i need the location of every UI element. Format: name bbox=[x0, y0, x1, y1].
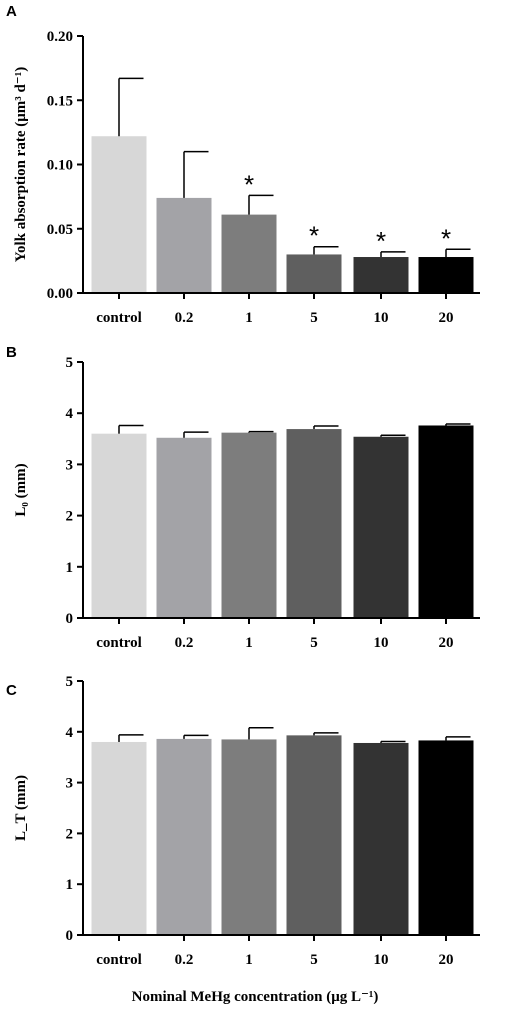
panel-b-y-axis-title: L₀ (mm) bbox=[13, 463, 29, 516]
panel-b-y-tick-label: 0 bbox=[66, 611, 74, 627]
panel-a-bar bbox=[156, 197, 212, 293]
panel-c-chart: C L_T (mm) 0 1 2 3 4 5 control 0.2 1 5 10 20 bbox=[6, 674, 480, 968]
panel-a-bar bbox=[353, 257, 409, 293]
panel-c-y-tick-label: 2 bbox=[66, 826, 74, 842]
panel-a-significance-marker: * bbox=[309, 221, 319, 251]
panel-b-x-tick-label: control bbox=[96, 635, 142, 651]
panel-c-x-tick-label: 1 bbox=[245, 952, 253, 968]
panel-a-y-axis-title: Yolk absorption rate (μm³ d⁻¹) bbox=[13, 67, 29, 262]
panel-a-x-tick-label: 0.2 bbox=[175, 310, 194, 326]
panel-c-bar bbox=[353, 742, 409, 935]
panel-c-x-tick-label: control bbox=[96, 952, 142, 968]
panel-b-letter: B bbox=[6, 344, 17, 361]
panel-b-y-tick-label: 1 bbox=[66, 560, 74, 576]
panel-b-y-tick-label: 4 bbox=[66, 406, 74, 422]
panel-a-x-tick-label: control bbox=[96, 310, 142, 326]
panel-a-bar bbox=[286, 254, 342, 293]
panel-a-y-tick-label: 0.15 bbox=[47, 93, 73, 109]
panel-b-bar bbox=[91, 433, 147, 618]
panel-b-chart: B L₀ (mm) 0 1 2 3 4 5 control 0.2 1 5 10 20 bbox=[6, 344, 480, 651]
panel-a-y-tick-label: 0.05 bbox=[47, 222, 73, 238]
panel-c-bar bbox=[91, 741, 147, 935]
panel-a-x-tick-label: 1 bbox=[245, 310, 253, 326]
panel-b-bar bbox=[418, 425, 474, 618]
panel-b-bar bbox=[353, 436, 409, 618]
panel-b-bar bbox=[221, 432, 277, 618]
panel-b-bar bbox=[156, 437, 212, 618]
panel-b-y-tick-label: 3 bbox=[66, 457, 74, 473]
panel-b-y-tick-label: 5 bbox=[66, 355, 74, 371]
panel-b-x-tick-label: 0.2 bbox=[175, 635, 194, 651]
panel-a-significance-marker: * bbox=[441, 223, 451, 253]
panel-c-bar bbox=[286, 735, 342, 935]
panel-c-y-tick-label: 5 bbox=[66, 674, 74, 690]
panel-c-bar bbox=[221, 739, 277, 935]
panel-b-bar bbox=[286, 429, 342, 618]
panel-c-letter: C bbox=[6, 682, 17, 699]
common-x-axis-title: Nominal MeHg concentration (μg L⁻¹) bbox=[131, 989, 379, 1005]
panel-c-bar bbox=[156, 738, 212, 935]
panel-c-y-tick-label: 1 bbox=[66, 877, 74, 893]
panel-a-bar bbox=[91, 136, 147, 293]
panel-a-y-tick-label: 0.20 bbox=[47, 29, 73, 45]
panel-b-y-tick-label: 2 bbox=[66, 509, 74, 525]
panel-b-x-tick-label: 10 bbox=[374, 635, 389, 651]
panel-a-x-tick-label: 5 bbox=[310, 310, 318, 326]
panel-c-y-tick-label: 4 bbox=[66, 725, 74, 741]
panel-b-x-tick-label: 5 bbox=[310, 635, 318, 651]
panel-c-x-tick-label: 20 bbox=[439, 952, 454, 968]
panel-c-y-tick-label: 3 bbox=[66, 776, 74, 792]
panel-b-x-tick-label: 1 bbox=[245, 635, 253, 651]
panel-a-significance-marker: * bbox=[244, 169, 254, 199]
panel-c-x-tick-label: 10 bbox=[374, 952, 389, 968]
panel-a-x-tick-label: 20 bbox=[439, 310, 454, 326]
panel-a-x-tick-label: 10 bbox=[374, 310, 389, 326]
panel-c-x-tick-label: 0.2 bbox=[175, 952, 194, 968]
panel-c-y-axis-title: L_T (mm) bbox=[13, 775, 29, 841]
panel-a-y-tick-label: 0.10 bbox=[47, 158, 73, 174]
panel-c-x-tick-label: 5 bbox=[310, 952, 318, 968]
panel-a-bar bbox=[418, 257, 474, 293]
panel-a-y-tick-label: 0.00 bbox=[47, 286, 73, 302]
panel-c-y-tick-label: 0 bbox=[66, 928, 74, 944]
panel-b-x-tick-label: 20 bbox=[439, 635, 454, 651]
panel-c-bar bbox=[418, 740, 474, 935]
panel-a-significance-marker: * bbox=[376, 226, 386, 256]
panel-a-letter: A bbox=[6, 3, 17, 20]
panel-a-bar bbox=[221, 214, 277, 293]
panel-a-chart: A Yolk absorption rate (μm³ d⁻¹) 0.00 0.05 0… bbox=[6, 3, 480, 326]
